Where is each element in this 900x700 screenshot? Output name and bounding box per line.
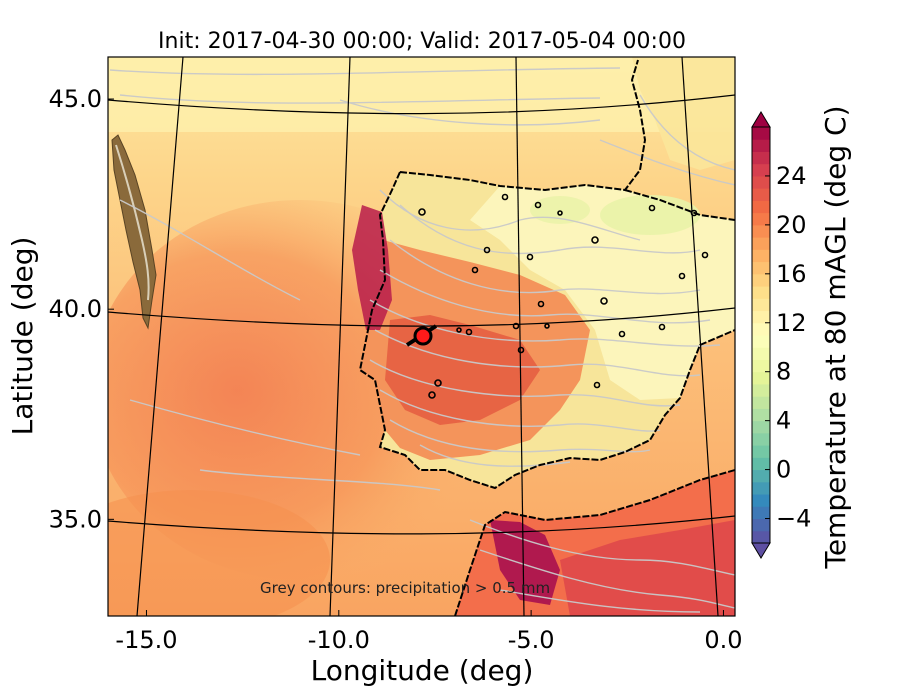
- colorbar-segment: [752, 163, 770, 177]
- colorbar-tick-label: 16: [776, 260, 807, 288]
- colorbar-tick-label: 12: [776, 309, 807, 337]
- colorbar-segment: [752, 127, 770, 140]
- colorbar-segment: [752, 371, 770, 385]
- colorbar-segment: [752, 383, 770, 397]
- colorbar-segment: [752, 457, 770, 471]
- colorbar-tick-label: 20: [776, 211, 807, 239]
- x-tick-label: 0.0: [704, 626, 742, 654]
- colorbar-tick-label: 24: [776, 162, 807, 190]
- colorbar-segment: [752, 432, 770, 446]
- y-tick-label: 40.0: [49, 295, 102, 323]
- colorbar-segment: [752, 249, 770, 263]
- colorbar-segment: [752, 396, 770, 409]
- parallel-45: [108, 94, 735, 115]
- meridian-neg5: [515, 57, 525, 616]
- colorbar-tick-label: 4: [776, 407, 791, 435]
- colorbar-tick-label: −4: [776, 505, 811, 533]
- map-frame: [107, 56, 736, 617]
- colorbar-segment: [752, 261, 770, 275]
- cool-northeast: [470, 185, 735, 400]
- contour-annotation: Grey contours: precipitation > 0.5 mm: [260, 579, 550, 597]
- north-africa-hot: [490, 520, 560, 605]
- colorbar-segment: [752, 151, 770, 165]
- colorbar-segment: [752, 469, 770, 483]
- parallel-35: [108, 515, 735, 535]
- colorbar-segment: [752, 237, 770, 250]
- parallel-40: [108, 307, 735, 327]
- meridian-neg15: [136, 57, 184, 616]
- x-tick-label: -5.0: [508, 626, 555, 654]
- colorbar-segment: [752, 322, 770, 336]
- colorbar-segment: [752, 286, 770, 299]
- colorbar-segment: [752, 359, 770, 373]
- france-land: [632, 57, 735, 170]
- cool-patch-1: [600, 195, 700, 235]
- colorbar-segment: [752, 200, 770, 214]
- colorbar-segment: [752, 530, 770, 544]
- colorbar-segment: [752, 139, 770, 152]
- meridian-0: [681, 57, 719, 616]
- colorbar-extend-bottom: [751, 542, 771, 559]
- y-tick-label: 35.0: [49, 505, 102, 533]
- colorbar-segment: [752, 175, 770, 189]
- terrain-highlight: [115, 144, 150, 301]
- colorbar: −4 0 4 8 12 16 20 24 Temperature at 80 mAGL (de…: [751, 105, 852, 570]
- colorbar-segment: [752, 298, 770, 312]
- colorbar-segment: [752, 420, 770, 434]
- graticule: [108, 57, 735, 616]
- colorbar-segment: [752, 506, 770, 520]
- colorbar-extend-top: [751, 111, 771, 128]
- colorbar-segment: [752, 518, 770, 532]
- colorbar-frame: [751, 126, 771, 544]
- colorbar-label: Temperature at 80 mAGL (deg C): [819, 105, 852, 569]
- x-axis-ticks: -15.0 -10.0 -5.0 0.0: [115, 610, 743, 654]
- map-title: Init: 2017-04-30 00:00; Valid: 2017-05-0…: [158, 29, 686, 54]
- colorbar-segment: [752, 347, 770, 360]
- colorbar-segment: [752, 212, 770, 226]
- north-africa-south: [560, 520, 735, 616]
- precip-contours: [109, 67, 735, 613]
- colorbar-segment: [752, 445, 770, 458]
- small-contour-loops: [418, 193, 709, 399]
- x-axis-label: Longitude (deg): [311, 654, 534, 687]
- colorbar-segment: [752, 481, 770, 495]
- colorbar-segment: [752, 188, 770, 201]
- northern-cool-band: [108, 57, 735, 132]
- colorbar-segment: [752, 408, 770, 422]
- y-axis-ticks: 35.0 40.0 45.0: [49, 85, 114, 533]
- y-tick-label: 45.0: [49, 85, 102, 113]
- x-tick-label: -15.0: [115, 626, 177, 654]
- warm-ocean-south: [108, 490, 330, 616]
- colorbar-segment: [752, 335, 770, 348]
- site-marker: [405, 324, 438, 347]
- colorbar-segments: [752, 127, 770, 544]
- x-tick-label: -10.0: [308, 626, 370, 654]
- cool-patch-2: [530, 196, 590, 224]
- y-axis-label: Latitude (deg): [6, 237, 39, 436]
- terrain-feature: [111, 134, 157, 330]
- map-panel: Grey contours: precipitation > 0.5 mm: [108, 57, 735, 616]
- colorbar-segment: [752, 224, 770, 238]
- colorbar-segment: [752, 494, 770, 507]
- marker-circle: [413, 326, 433, 346]
- colorbar-tick-label: 8: [776, 358, 791, 386]
- colorbar-segment: [752, 273, 770, 287]
- colorbar-ticks: −4 0 4 8 12 16 20 24: [765, 162, 811, 533]
- meridian-neg10: [329, 57, 351, 616]
- colorbar-tick-label: 0: [776, 456, 791, 484]
- colorbar-segment: [752, 310, 770, 324]
